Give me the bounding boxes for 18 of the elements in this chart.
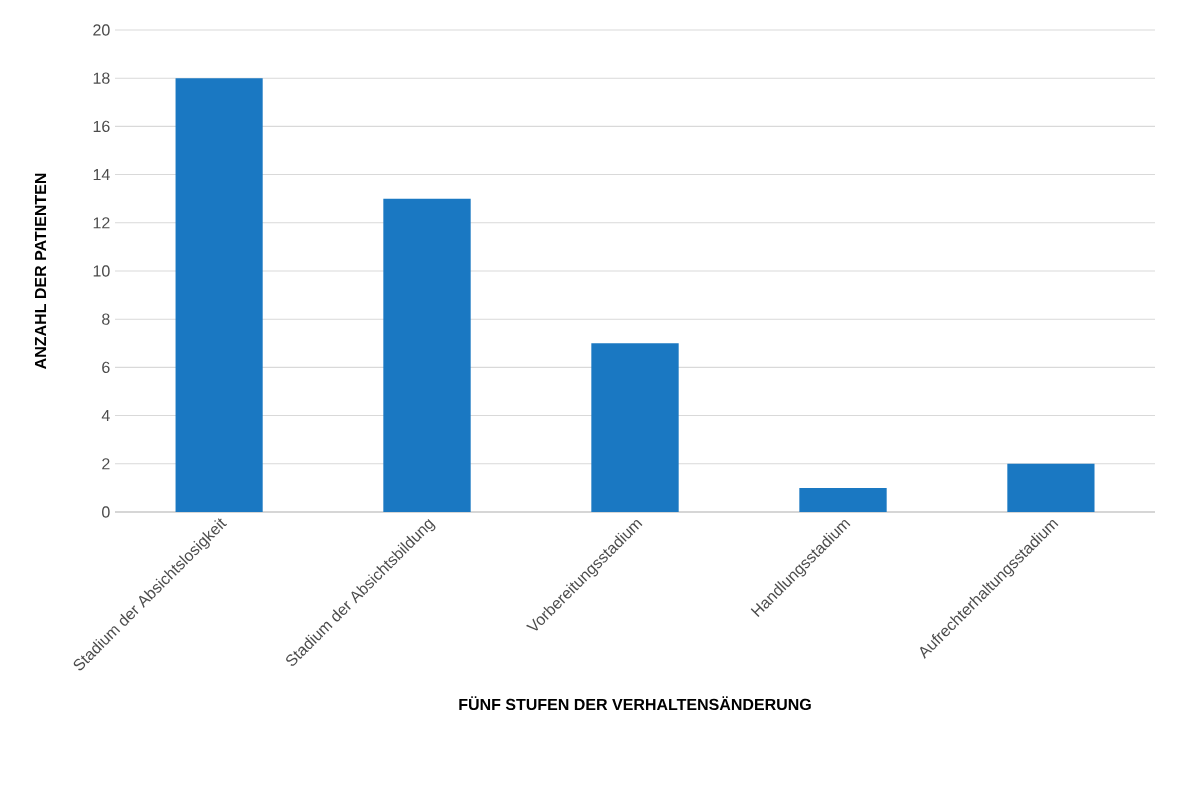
y-tick-label: 4 [101, 410, 110, 422]
bar [591, 343, 679, 512]
x-axis-title: FÜNF STUFEN DER VERHALTENSÄNDERUNG [459, 696, 811, 711]
bar [175, 78, 263, 512]
y-tick-label: 20 [93, 24, 110, 36]
y-tick-label: 8 [102, 313, 110, 325]
bar [799, 487, 887, 512]
y-tick-label: 16 [93, 120, 110, 133]
y-axis-title: ANZAHL DER PATIENTEN [35, 173, 47, 369]
y-tick-label: 10 [93, 265, 110, 277]
y-tick-label: 18 [93, 72, 110, 84]
bar [1007, 463, 1095, 512]
y-tick-label: 6 [102, 361, 110, 374]
y-tick-label: 12 [93, 217, 110, 229]
y-tick-label: 0 [102, 506, 110, 518]
y-tick-label: 2 [102, 458, 110, 470]
y-tick-label: 14 [93, 169, 110, 181]
bar [383, 198, 471, 512]
